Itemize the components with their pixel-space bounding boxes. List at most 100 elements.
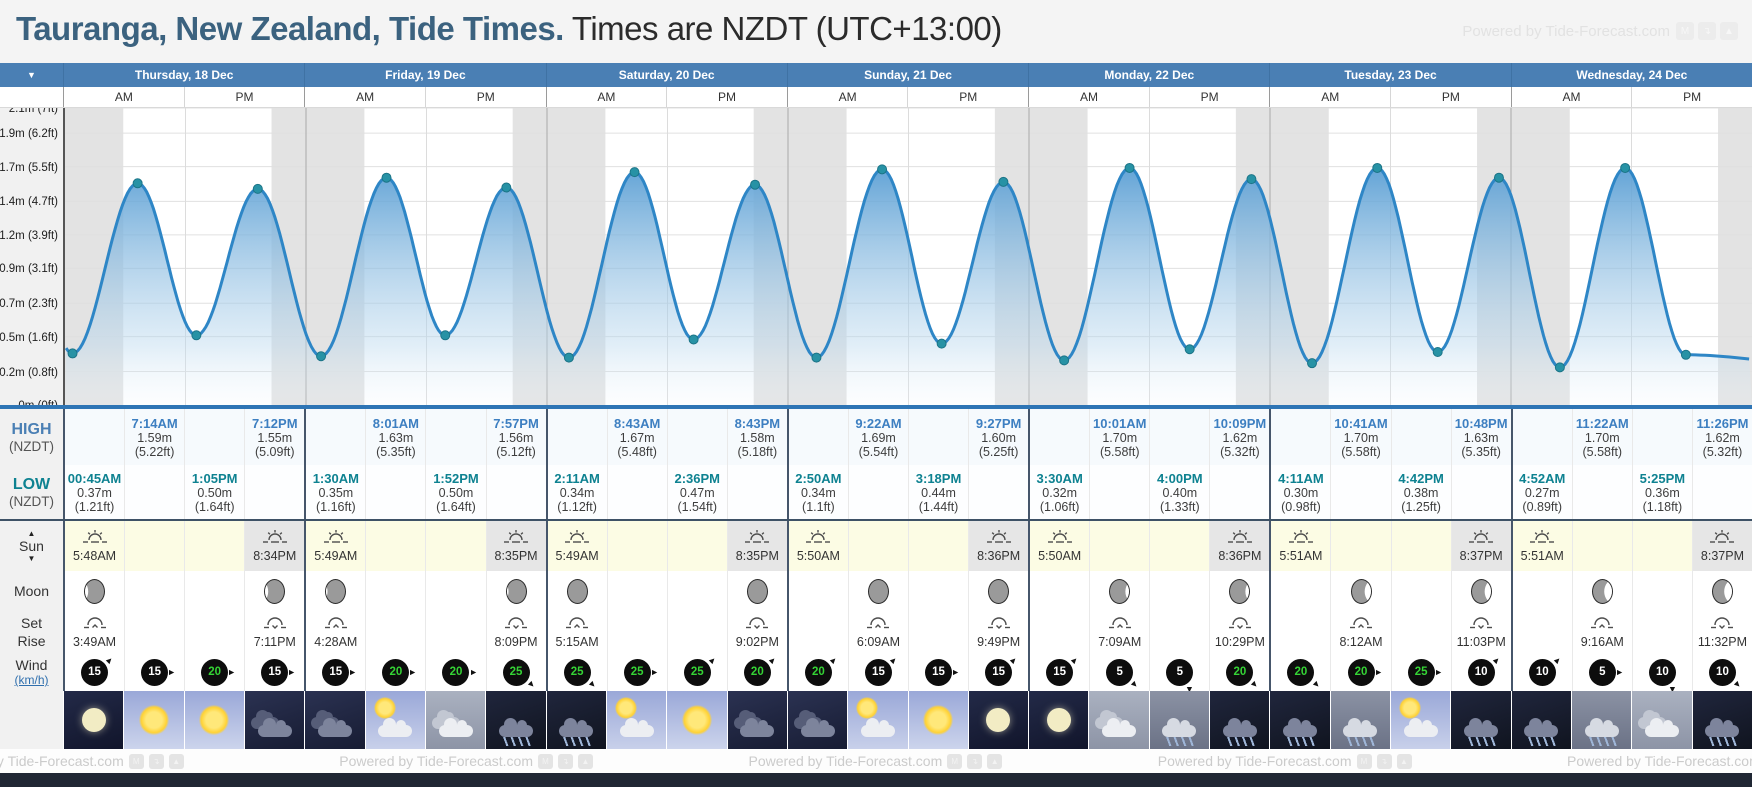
powered-by-link[interactable]: Powered by Tide-Forecast.com bbox=[1157, 753, 1352, 769]
weather-part bbox=[199, 705, 230, 735]
store-badge-icon[interactable]: M bbox=[538, 753, 553, 769]
day-header-label: Thursday, 18 Dec bbox=[134, 68, 234, 82]
low-tide-height-m: 0.44m bbox=[921, 485, 956, 500]
sun-row: ▲ Sun ▼ 5:48AM 8:34PM 5:49AM 8:35PM 5:49AM 8:… bbox=[0, 519, 1752, 571]
moon-phase-icon-waxing-crescent bbox=[1350, 578, 1372, 604]
low-tide-time: 4:00PM bbox=[1157, 470, 1203, 486]
wind-speed-indicator: 15 ▲ bbox=[1046, 653, 1082, 686]
moon-lit-area bbox=[1484, 579, 1491, 603]
moon-phase-icon-new-moon bbox=[746, 578, 768, 604]
sun-day-3: 5:50AM 8:36PM bbox=[786, 521, 1029, 571]
moon-cell bbox=[1571, 571, 1632, 611]
tide-cell: 4:42PM 0.38m (1.25ft) bbox=[1390, 465, 1451, 519]
tide-cell: 8:43PM 1.58m (5.18ft) bbox=[726, 409, 787, 465]
store-badge-icon[interactable]: ▲ bbox=[1720, 22, 1738, 40]
wind-cell: 20 ▲ bbox=[726, 653, 787, 691]
low-tide-time: 3:18PM bbox=[915, 470, 962, 486]
store-badge-icon[interactable]: M bbox=[1356, 753, 1372, 769]
wind-speed-indicator: 10 ▲ bbox=[1528, 653, 1564, 686]
wind-speed-value: 20 bbox=[804, 658, 832, 686]
low-tide-time: 2:11AM bbox=[554, 470, 600, 486]
wind-speed-indicator: 20 ▲ bbox=[1226, 658, 1262, 691]
day-ampm-6: AM PM bbox=[1510, 87, 1752, 107]
store-badge-icon[interactable]: ↴ bbox=[558, 753, 573, 769]
tide-cell bbox=[1030, 409, 1089, 465]
weather-part bbox=[1343, 718, 1378, 737]
wind-unit-link[interactable]: (km/h) bbox=[14, 673, 49, 687]
powered-by-link[interactable]: Powered by Tide-Forecast.com bbox=[0, 753, 124, 769]
tide-cell bbox=[124, 465, 184, 519]
sun-down-caret-icon[interactable]: ▼ bbox=[27, 554, 36, 563]
moon-lit-area bbox=[1364, 579, 1371, 603]
store-badge-icon[interactable]: M bbox=[1676, 22, 1694, 40]
moon-day-6 bbox=[1510, 571, 1752, 611]
high-tide-time: 10:48PM bbox=[1454, 415, 1508, 431]
powered-by-link[interactable]: Powered by Tide-Forecast.com bbox=[748, 753, 943, 769]
tide-cell bbox=[244, 465, 304, 519]
moon-cell bbox=[847, 571, 908, 611]
moon-lit-area bbox=[1724, 579, 1732, 603]
low-tide-height-ft: (1.12ft) bbox=[557, 499, 597, 514]
low-tide-height-ft: (1.18ft) bbox=[1642, 499, 1683, 514]
high-tide-height-m: 1.70m bbox=[1584, 430, 1620, 445]
store-badge-icon[interactable]: ▲ bbox=[1396, 753, 1412, 769]
high-tide-height-m: 1.59m bbox=[137, 430, 172, 445]
store-badge-icon[interactable]: ↴ bbox=[148, 753, 164, 769]
wind-direction-e-icon: ▲ bbox=[1373, 667, 1384, 677]
weather-cloudy-day-icon bbox=[1632, 691, 1692, 749]
wind-speed-value: 20 bbox=[382, 658, 410, 686]
wind-speed-indicator: 15 ▲ bbox=[261, 658, 297, 686]
sun-up-caret-icon[interactable]: ▲ bbox=[27, 529, 36, 538]
wind-direction-e-icon: ▲ bbox=[649, 667, 660, 677]
day-ampm-3: AM PM bbox=[786, 87, 1028, 107]
powered-by-link[interactable]: Powered by Tide-Forecast.com bbox=[1462, 22, 1670, 40]
setrise-cell: 5:15AM bbox=[548, 611, 607, 653]
store-badge-icon[interactable]: M bbox=[947, 753, 963, 769]
tide-cell bbox=[1571, 465, 1632, 519]
store-badge-icon[interactable]: ↴ bbox=[967, 753, 983, 769]
moonset-icon bbox=[324, 616, 348, 635]
tide-cell: 3:18PM 0.44m (1.44ft) bbox=[908, 465, 968, 519]
moonset-time: 7:09AM bbox=[1098, 634, 1142, 649]
store-badge-icon[interactable]: ▲ bbox=[578, 753, 593, 769]
high-tide-height-m: 1.67m bbox=[619, 430, 655, 445]
high-tide-height-m: 1.56m bbox=[498, 430, 534, 445]
moonset-time: 8:12AM bbox=[1339, 634, 1383, 649]
setrise-day-6: 9:16AM 11:32PM bbox=[1510, 611, 1752, 653]
scroll-down-icon[interactable]: ▼ bbox=[27, 70, 36, 80]
tide-cell bbox=[789, 409, 848, 465]
chart-y-axis: 0m (0ft) 0.2m (0.8ft) 0.5m (1.6ft) 0.7m (2.… bbox=[0, 108, 63, 405]
sunrise-time: 5:49AM bbox=[314, 549, 358, 563]
moonrise-time: 9:02PM bbox=[735, 634, 779, 649]
store-badge-icon[interactable]: ↴ bbox=[1698, 22, 1716, 40]
tide-cell bbox=[184, 409, 244, 465]
low-tz-label: (NZDT) bbox=[9, 493, 54, 509]
sunset-time: 8:36PM bbox=[1218, 549, 1262, 563]
ampm-corner bbox=[0, 87, 63, 107]
high-tide-time: 8:01AM bbox=[372, 415, 420, 431]
store-badge-icon[interactable]: M bbox=[128, 753, 144, 769]
moonset-icon bbox=[1108, 616, 1132, 635]
powered-by-link[interactable]: Powered by Tide-Forecast.com bbox=[339, 753, 533, 769]
powered-by-link[interactable]: Powered by Tide-Forecast.com bbox=[1567, 753, 1752, 769]
tide-cell bbox=[666, 409, 727, 465]
wind-cell: 15 ▲ bbox=[1030, 653, 1089, 691]
day-header-1: Friday, 19 Dec bbox=[304, 63, 545, 87]
moon-phase-icon-waxing-crescent bbox=[1470, 578, 1492, 604]
sunset-time: 8:35PM bbox=[735, 549, 779, 563]
store-badge-icon[interactable]: ↴ bbox=[1376, 753, 1392, 769]
setrise-cell: 7:11PM bbox=[244, 611, 304, 653]
store-badge-icon[interactable]: ▲ bbox=[168, 753, 184, 769]
tide-cell: 8:43AM 1.67m (5.48ft) bbox=[606, 409, 667, 465]
tide-cell: 2:50AM 0.34m (1.1ft) bbox=[789, 465, 848, 519]
sun-cell bbox=[1330, 521, 1390, 571]
store-badge-icon[interactable]: ▲ bbox=[987, 753, 1003, 769]
low-tide-height-ft: (1.44ft) bbox=[918, 499, 959, 514]
wind-direction-e-icon: ▲ bbox=[1614, 667, 1625, 677]
day-header-label: Friday, 19 Dec bbox=[385, 68, 466, 82]
sun-cell: 5:50AM bbox=[1030, 521, 1089, 571]
weather-sunny-icon bbox=[124, 691, 184, 749]
setrise-day-5: 8:12AM 11:03PM bbox=[1269, 611, 1510, 653]
weather-cloudy-night-icon bbox=[787, 691, 848, 749]
